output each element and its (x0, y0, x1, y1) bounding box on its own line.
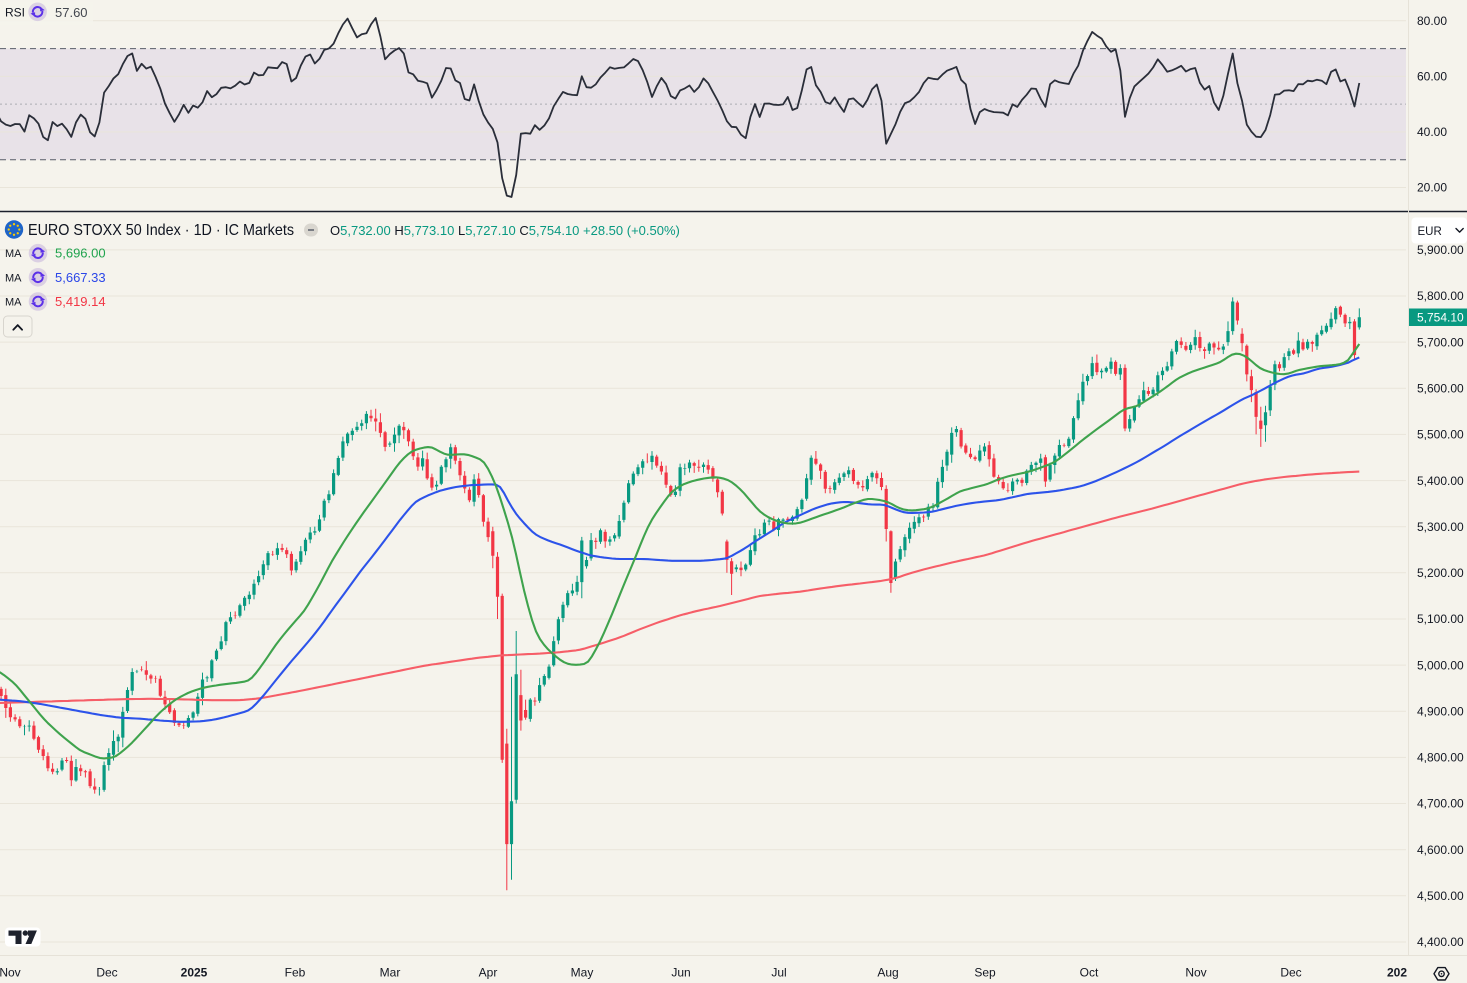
svg-text:Dec: Dec (96, 966, 117, 980)
svg-text:4,800.00: 4,800.00 (1417, 751, 1464, 765)
svg-text:Sep: Sep (974, 966, 996, 980)
svg-text:Apr: Apr (479, 966, 498, 980)
svg-text:57.60: 57.60 (55, 5, 88, 20)
svg-text:4,500.00: 4,500.00 (1417, 889, 1464, 903)
svg-text:4,900.00: 4,900.00 (1417, 705, 1464, 719)
svg-text:5,696.00: 5,696.00 (55, 246, 106, 261)
svg-text:5,000.00: 5,000.00 (1417, 658, 1464, 672)
svg-text:5,700.00: 5,700.00 (1417, 335, 1464, 349)
svg-text:MA: MA (5, 248, 22, 260)
svg-text:Jul: Jul (771, 966, 786, 980)
svg-text:80.00: 80.00 (1417, 14, 1447, 28)
svg-text:5,754.10: 5,754.10 (1417, 311, 1464, 325)
svg-text:MA: MA (5, 272, 22, 284)
svg-text:5,900.00: 5,900.00 (1417, 243, 1464, 257)
svg-text:5,667.33: 5,667.33 (55, 270, 106, 285)
svg-text:Oct: Oct (1080, 966, 1099, 980)
svg-text:4,400.00: 4,400.00 (1417, 935, 1464, 949)
svg-text:5,100.00: 5,100.00 (1417, 612, 1464, 626)
svg-text:Aug: Aug (877, 966, 898, 980)
svg-text:Feb: Feb (285, 966, 306, 980)
svg-text:5,800.00: 5,800.00 (1417, 289, 1464, 303)
svg-text:5,600.00: 5,600.00 (1417, 382, 1464, 396)
svg-text:5,200.00: 5,200.00 (1417, 566, 1464, 580)
svg-text:60.00: 60.00 (1417, 70, 1447, 84)
svg-text:4,700.00: 4,700.00 (1417, 797, 1464, 811)
svg-text:Nov: Nov (1185, 966, 1206, 980)
svg-text:RSI: RSI (5, 6, 25, 20)
svg-text:202: 202 (1387, 966, 1407, 980)
svg-text:MA: MA (5, 297, 22, 309)
svg-text:5,300.00: 5,300.00 (1417, 520, 1464, 534)
svg-text:5,419.14: 5,419.14 (55, 294, 106, 309)
svg-text:2025: 2025 (181, 966, 208, 980)
svg-text:Nov: Nov (0, 966, 21, 980)
svg-text:4,600.00: 4,600.00 (1417, 843, 1464, 857)
svg-text:5,500.00: 5,500.00 (1417, 428, 1464, 442)
svg-text:Dec: Dec (1280, 966, 1301, 980)
svg-text:May: May (571, 966, 594, 980)
svg-text:EUR: EUR (1418, 226, 1442, 238)
svg-text:5,400.00: 5,400.00 (1417, 474, 1464, 488)
svg-text:Mar: Mar (380, 966, 401, 980)
svg-text:Jun: Jun (671, 966, 690, 980)
svg-text:O5,732.00 H5,773.10 L5,727.10: O5,732.00 H5,773.10 L5,727.10 C5,754.10 … (330, 223, 680, 238)
svg-text:EURO STOXX 50 Index · 1D · IC: EURO STOXX 50 Index · 1D · IC Markets (28, 222, 294, 239)
svg-text:20.00: 20.00 (1417, 181, 1447, 195)
svg-text:40.00: 40.00 (1417, 125, 1447, 139)
